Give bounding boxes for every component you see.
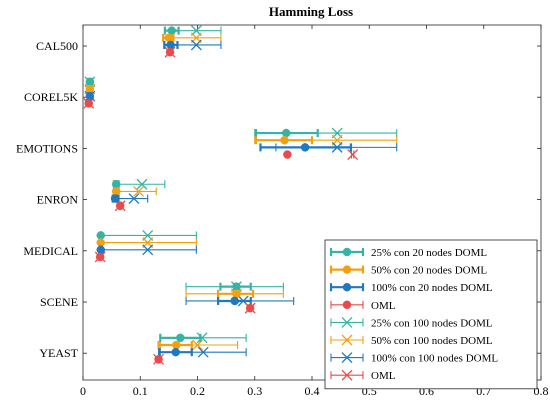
- series-2-point-marker: [85, 91, 95, 101]
- series-1-point-marker: [280, 135, 289, 145]
- series-0-point-marker: [96, 231, 105, 240]
- plot-area: 0 0.1 0.2 0.3 0.4 0.5 0.6 0.7 0.8CAL500COREL5KEM…: [16, 24, 549, 398]
- series-1-point-marker: [96, 238, 105, 247]
- legend-swatch-marker: [342, 282, 352, 292]
- chart-title: Hamming Loss: [269, 4, 353, 19]
- legend-swatch-marker: [342, 300, 352, 310]
- legend-box: [324, 239, 538, 390]
- series-0-point-marker: [176, 333, 185, 343]
- series-3-point-marker: [115, 201, 125, 210]
- legend-swatch-marker: [341, 316, 353, 328]
- series-2-point-marker: [171, 347, 180, 357]
- series-7: [83, 46, 359, 365]
- y-category-label: EMOTIONS: [16, 141, 78, 155]
- series-2-point-marker: [300, 143, 310, 152]
- series-7-point-marker: [347, 149, 359, 161]
- series-3-point-marker: [165, 47, 175, 57]
- legend-swatch-marker: [341, 334, 353, 346]
- series-5-point-marker: [133, 185, 144, 197]
- series-4-point-marker: [136, 178, 148, 190]
- legend-swatch-marker: [341, 352, 353, 364]
- series-0-point-marker: [167, 26, 176, 35]
- series-2-point-marker: [110, 194, 120, 203]
- legend-label: 100% con 20 nodes DOML: [371, 282, 493, 294]
- legend-label: 25% con 20 nodes DOML: [371, 247, 487, 259]
- x-tick-label: 0.3: [247, 384, 262, 398]
- series-3-point-marker: [95, 252, 105, 262]
- x-tick-label: 0.2: [190, 384, 205, 398]
- y-category-label: COREL5K: [24, 90, 78, 104]
- x-tick-label: 0: [80, 384, 86, 398]
- series-1-point-marker: [172, 340, 181, 350]
- legend-label: OML: [371, 300, 396, 312]
- legend-label: OML: [371, 370, 396, 382]
- series-6-point-marker: [197, 346, 209, 358]
- legend-label: 25% con 100 nodes DOML: [371, 317, 493, 329]
- series-6-point-marker: [128, 193, 140, 205]
- series-6-point-marker: [190, 39, 202, 51]
- series-1-point-marker: [232, 289, 241, 299]
- legend-swatch-marker: [342, 247, 352, 257]
- y-category-label: CAL500: [36, 39, 78, 53]
- y-category-label: MEDICAL: [23, 244, 78, 258]
- series-1-point-marker: [164, 33, 174, 43]
- series-3-point-marker: [283, 150, 292, 159]
- series-2-point-marker: [96, 245, 105, 255]
- legend-label: 50% con 20 nodes DOML: [371, 265, 487, 277]
- series-0-point-marker: [232, 282, 241, 291]
- series-3-point-marker: [154, 355, 163, 364]
- series-6-point-marker: [142, 244, 154, 256]
- series-3-point-marker: [245, 303, 255, 313]
- series-0-point-marker: [85, 77, 95, 87]
- series-0: [85, 26, 319, 343]
- series-1-point-marker: [85, 84, 95, 94]
- series-2-point-marker: [230, 296, 239, 306]
- x-tick-label: 0.1: [133, 384, 148, 398]
- series-3: [84, 47, 292, 364]
- legend-label: 50% con 100 nodes DOML: [371, 335, 493, 347]
- series-2: [85, 40, 353, 357]
- legend-swatch-marker: [342, 265, 352, 274]
- x-tick-label: 0.4: [305, 384, 320, 398]
- series-4-point-marker: [196, 332, 208, 344]
- series-2-point-marker: [166, 40, 175, 50]
- legend-swatch-marker: [341, 369, 353, 381]
- y-category-label: YEAST: [39, 346, 78, 360]
- legend: 25% con 20 nodes DOML 50% con 20 nodes DO…: [324, 239, 538, 390]
- y-category-label: ENRON: [37, 193, 79, 207]
- y-category-label: SCENE: [40, 295, 78, 309]
- series-3-point-marker: [84, 99, 93, 108]
- series-1-point-marker: [111, 187, 121, 196]
- series-0-point-marker: [281, 128, 291, 138]
- series-0-point-marker: [111, 179, 121, 189]
- legend-label: 100% con 100 nodes DOML: [371, 353, 498, 365]
- series-1: [85, 33, 314, 350]
